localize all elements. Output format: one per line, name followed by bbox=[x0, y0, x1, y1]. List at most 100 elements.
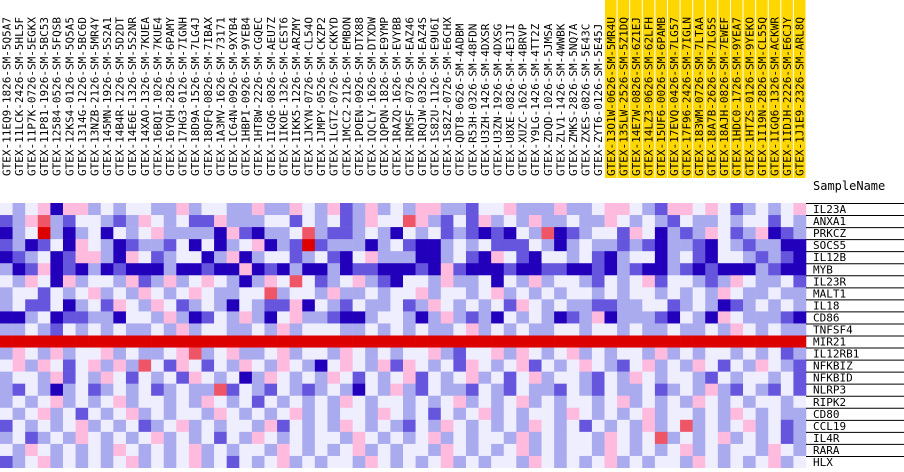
heatmap-cell bbox=[125, 335, 139, 348]
heatmap-cell bbox=[100, 275, 114, 288]
heatmap-cell bbox=[251, 419, 265, 433]
heatmap-cell bbox=[201, 239, 215, 252]
column-label: GTEX-14E7W-0826-SM-6Z1EJ bbox=[630, 17, 643, 176]
heatmap-cell bbox=[214, 239, 227, 252]
heatmap-cell bbox=[793, 275, 807, 288]
heatmap-cell bbox=[743, 359, 756, 372]
heatmap-cell bbox=[277, 323, 290, 336]
heatmap-cell bbox=[440, 443, 454, 457]
heatmap-cell bbox=[314, 299, 328, 312]
heatmap-cell bbox=[176, 299, 190, 312]
column-label: GTEX-Y9LG-1426-SM-4TT2Z bbox=[529, 23, 542, 176]
heatmap-cell bbox=[113, 227, 127, 240]
heatmap-cell bbox=[554, 359, 568, 372]
heatmap-cell bbox=[176, 227, 190, 240]
heatmap-cell bbox=[705, 431, 719, 445]
heatmap-cell bbox=[125, 311, 139, 324]
heatmap-cell bbox=[654, 419, 668, 433]
heatmap-cell bbox=[37, 275, 51, 288]
heatmap-cell bbox=[176, 395, 190, 409]
heatmap-cell bbox=[428, 263, 442, 276]
heatmap-cell bbox=[692, 419, 706, 433]
heatmap-cell bbox=[717, 323, 731, 336]
heatmap-cell bbox=[214, 251, 227, 264]
heatmap-cell bbox=[188, 275, 202, 288]
heatmap-cell bbox=[516, 323, 530, 336]
row-label: CCL19 bbox=[813, 420, 846, 433]
heatmap-cell bbox=[566, 227, 580, 240]
heatmap-cell bbox=[554, 395, 568, 409]
heatmap-cell bbox=[680, 263, 693, 276]
heatmap-cell bbox=[390, 359, 404, 372]
heatmap-cell bbox=[62, 383, 76, 397]
heatmap-cell bbox=[566, 323, 580, 336]
heatmap-cell bbox=[277, 263, 290, 276]
heatmap-cell bbox=[793, 299, 807, 312]
heatmap-cell bbox=[755, 311, 769, 324]
heatmap-cell bbox=[667, 419, 681, 433]
heatmap-cell bbox=[743, 299, 756, 312]
heatmap-cell bbox=[37, 323, 51, 336]
heatmap-cell bbox=[138, 443, 152, 457]
heatmap-cell bbox=[579, 359, 593, 372]
heatmap-cell bbox=[25, 239, 39, 252]
heatmap-cell bbox=[617, 239, 630, 252]
heatmap-cell bbox=[768, 359, 782, 372]
heatmap-cell bbox=[730, 239, 744, 252]
heatmap-cell bbox=[415, 215, 429, 228]
heatmap-cell bbox=[163, 407, 177, 421]
heatmap-cell bbox=[251, 215, 265, 228]
column-label: GTEX-14LZ3-0626-SM-62LFH bbox=[643, 17, 656, 176]
heatmap-cell bbox=[201, 443, 215, 457]
heatmap-cell bbox=[264, 335, 278, 348]
heatmap-cell bbox=[579, 251, 593, 264]
heatmap-cell bbox=[88, 299, 102, 312]
heatmap-cell bbox=[768, 335, 782, 348]
heatmap-cell bbox=[692, 275, 706, 288]
heatmap-cell bbox=[428, 395, 442, 409]
heatmap-cell bbox=[62, 371, 76, 384]
heatmap-cell bbox=[768, 323, 782, 336]
heatmap-cell bbox=[12, 227, 26, 240]
heatmap-cell bbox=[541, 347, 555, 360]
heatmap-cell bbox=[554, 383, 568, 397]
heatmap-cell bbox=[554, 239, 568, 252]
heatmap-cell bbox=[176, 359, 190, 372]
heatmap-cell bbox=[692, 383, 706, 397]
heatmap-cell bbox=[264, 275, 278, 288]
heatmap-cell bbox=[75, 335, 89, 348]
heatmap-cell bbox=[554, 215, 568, 228]
heatmap-cell bbox=[50, 383, 64, 397]
heatmap-cell bbox=[465, 227, 479, 240]
heatmap-cell bbox=[579, 215, 593, 228]
heatmap-cell bbox=[415, 395, 429, 409]
heatmap-cell bbox=[403, 227, 416, 240]
heatmap-cell bbox=[692, 335, 706, 348]
heatmap-cell bbox=[100, 407, 114, 421]
heatmap-cell bbox=[264, 371, 278, 384]
column-label: GTEX-ZDQD-1026-SM-5JMSA bbox=[542, 23, 555, 176]
heatmap-cell bbox=[151, 311, 165, 324]
heatmap-cell bbox=[554, 371, 568, 384]
heatmap-cell bbox=[314, 443, 328, 457]
heatmap-cell bbox=[277, 419, 290, 433]
column-label: GTEX-1IGQ6-1326-SM-ACKWR bbox=[769, 17, 782, 176]
column-label: GTEX-18A7B-2626-SM-7LG5S bbox=[706, 17, 719, 176]
heatmap-cell bbox=[50, 287, 64, 300]
heatmap-cell bbox=[62, 227, 76, 240]
heatmap-cell bbox=[755, 407, 769, 421]
heatmap-cell bbox=[403, 287, 416, 300]
heatmap-cell bbox=[289, 299, 303, 312]
heatmap-cell bbox=[629, 275, 643, 288]
heatmap-cell bbox=[743, 323, 756, 336]
heatmap-cell bbox=[302, 323, 316, 336]
heatmap-cell bbox=[755, 455, 769, 469]
heatmap-cell bbox=[528, 299, 542, 312]
heatmap-cell bbox=[277, 431, 290, 445]
heatmap-cell bbox=[163, 371, 177, 384]
heatmap-cell bbox=[239, 275, 253, 288]
heatmap-cell bbox=[528, 287, 542, 300]
heatmap-cell bbox=[125, 215, 139, 228]
heatmap-cell bbox=[12, 287, 26, 300]
heatmap-cell bbox=[667, 455, 681, 469]
